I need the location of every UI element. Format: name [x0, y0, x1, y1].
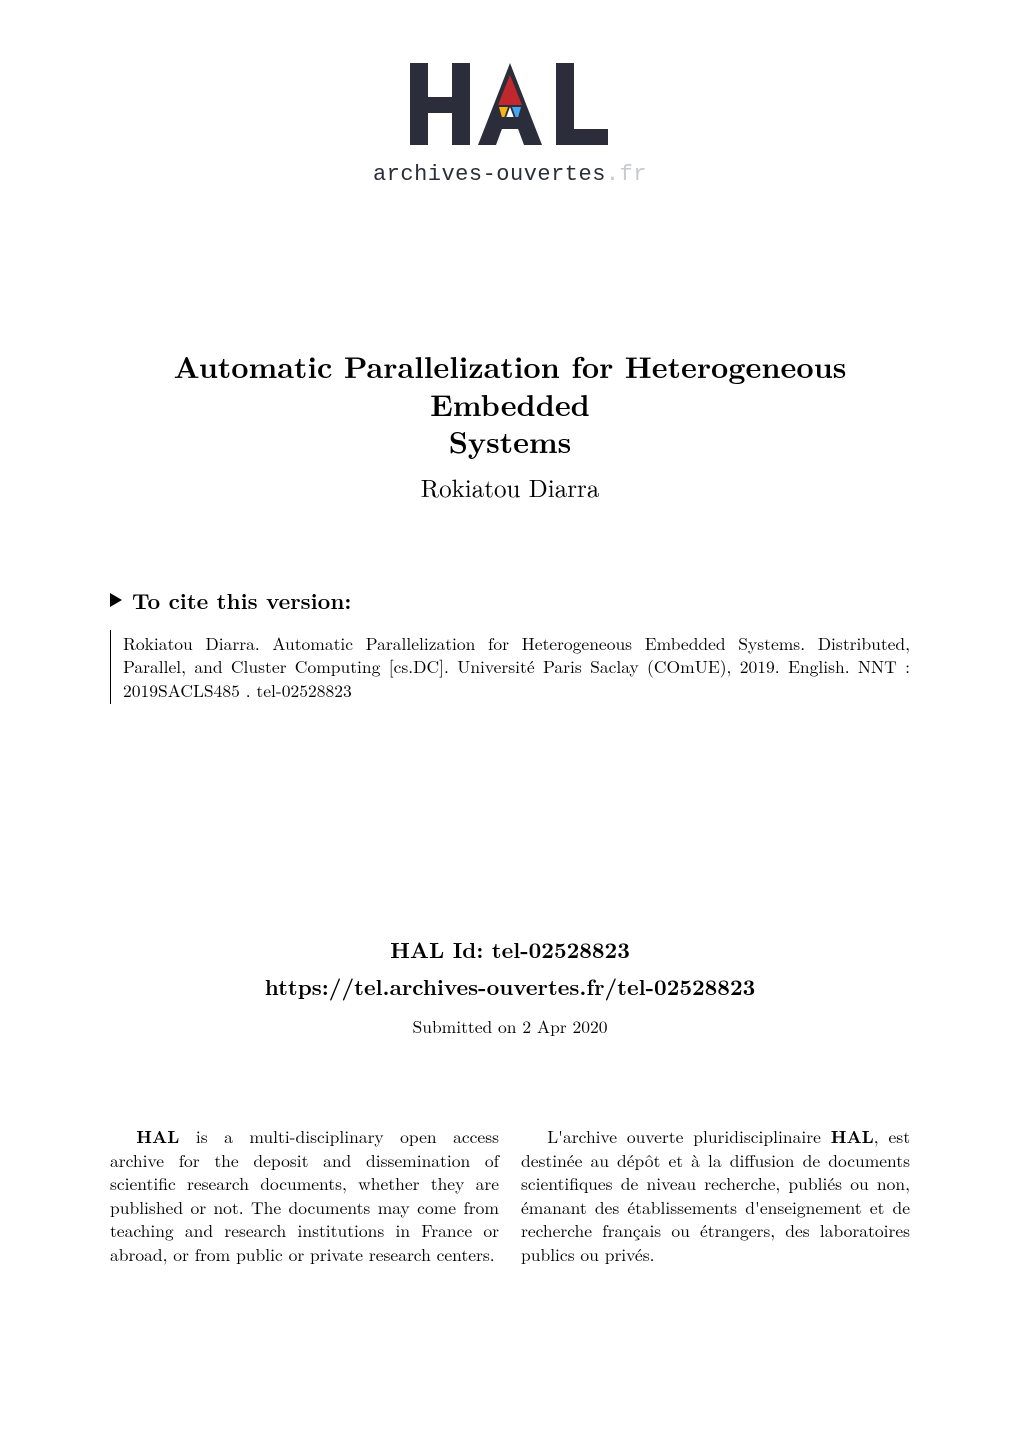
paper-title: Automatic Parallelization for Heterogene… — [110, 347, 910, 460]
hal-bold-en: HAL — [136, 1124, 179, 1149]
description-columns: HAL is a multi-disciplinary open access … — [110, 1107, 910, 1284]
title-line-1: Automatic Parallelization for Heterogene… — [174, 344, 847, 425]
page-root: archives-ouvertes.fr Automatic Paralleli… — [0, 0, 1020, 1442]
logo-text-main: archives-ouvertes — [373, 162, 606, 187]
logo-text-suffix: .fr — [606, 162, 647, 187]
hal-logo — [400, 55, 620, 155]
description-fr-para: L'archive ouverte pluridisciplinaire HAL… — [521, 1125, 910, 1267]
description-en: HAL is a multi-disciplinary open access … — [110, 1107, 499, 1284]
hal-id-block: HAL Id: tel-02528823 https://tel.archive… — [110, 934, 910, 1039]
description-en-para: HAL is a multi-disciplinary open access … — [110, 1125, 499, 1267]
triangle-icon — [110, 593, 122, 607]
cite-section: To cite this version: Rokiatou Diarra. A… — [110, 585, 910, 705]
title-block: Automatic Parallelization for Heterogene… — [110, 347, 910, 505]
cite-heading: To cite this version: — [110, 585, 910, 616]
hal-logo-block: archives-ouvertes.fr — [110, 55, 910, 187]
submitted-date: Submitted on 2 Apr 2020 — [110, 1014, 910, 1039]
logo-caption: archives-ouvertes.fr — [110, 162, 910, 187]
hal-url[interactable]: https://tel.archives-ouvertes.fr/tel-025… — [110, 971, 910, 1002]
description-fr: L'archive ouverte pluridisciplinaire HAL… — [521, 1107, 910, 1284]
cite-heading-text: To cite this version: — [132, 585, 351, 616]
description-fr-lead: L'archive ouverte pluridisciplinaire — [547, 1124, 830, 1149]
citation-text: Rokiatou Diarra. Automatic Parallelizati… — [110, 630, 910, 705]
hal-bold-fr: HAL — [831, 1124, 874, 1149]
author-name: Rokiatou Diarra — [110, 470, 910, 505]
hal-id: HAL Id: tel-02528823 — [110, 934, 910, 965]
title-line-2: Systems — [449, 419, 572, 462]
